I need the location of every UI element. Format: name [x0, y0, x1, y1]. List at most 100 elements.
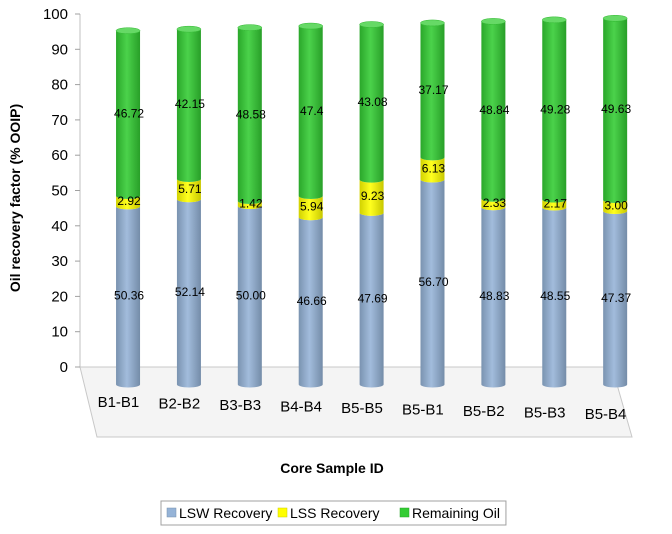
x-tick-label: B5-B3: [524, 405, 566, 422]
bar-body: [116, 206, 141, 388]
data-label-lss-recovery: 3.00: [604, 199, 628, 213]
legend-swatch: [277, 507, 288, 518]
bar-body: [116, 30, 141, 200]
bar-body: [176, 199, 201, 388]
bar-body: [420, 157, 445, 183]
y-tick-label: 60: [51, 147, 68, 164]
x-tick-label: B1-B1: [98, 394, 140, 411]
data-labels: 50.36 2.92 46.72 52.14 5.71 42.15 50.00 1.42 48.…: [114, 83, 631, 308]
bar-segment-remaining-oil: [359, 24, 384, 183]
legend-label: Remaining Oil: [412, 505, 500, 521]
data-label-remaining-oil: 47.4: [300, 104, 324, 118]
bar-body: [481, 207, 506, 388]
bar-segment-lsw-recovery: [420, 179, 445, 388]
bar-segment-lss-recovery: [298, 195, 323, 221]
bar-segment-remaining-oil: [603, 18, 628, 204]
legend-item-lss-recovery: LSS Recovery: [277, 505, 379, 521]
bar-segment-remaining-oil: [420, 22, 445, 161]
data-label-lsw-recovery: 47.37: [601, 291, 631, 305]
bar-segment-remaining-oil: [116, 30, 141, 200]
data-label-lss-recovery: 5.71: [178, 182, 202, 196]
bar-top-cap: [542, 16, 567, 24]
y-tick-label: 70: [51, 112, 68, 129]
bar-body: [603, 200, 628, 215]
bar-segment-remaining-oil: [542, 19, 567, 203]
bar-b4-b4: [298, 22, 323, 388]
bar-segment-remaining-oil: [176, 29, 201, 182]
bar-segment-lss-recovery: [481, 198, 506, 211]
bars: [115, 15, 628, 388]
bar-segment-lsw-recovery: [603, 211, 628, 388]
bar-body: [176, 29, 201, 182]
legend-swatch: [399, 507, 410, 518]
data-label-lsw-recovery: 56.70: [418, 275, 448, 289]
bar-b2-b2: [176, 25, 202, 388]
bar-segment-lss-recovery: [116, 196, 141, 210]
bar-segment-lsw-recovery: [359, 212, 384, 388]
x-axis-ticks: B1-B1 B2-B2 B3-B3 B4-B4 B5-B5 B5-B1 B5-B2 B5-B3…: [98, 394, 627, 423]
x-tick-label: B5-B2: [463, 403, 505, 420]
y-tick-label: 50: [51, 183, 68, 200]
bar-segment-lss-recovery: [237, 200, 262, 210]
x-tick-label: B3-B3: [219, 397, 261, 414]
bar-segment-lss-recovery: [420, 157, 445, 183]
bar-body: [359, 179, 384, 216]
bar-segment-lss-recovery: [542, 199, 567, 211]
bar-segment-lss-recovery: [176, 178, 201, 203]
data-label-remaining-oil: 42.15: [175, 97, 205, 111]
bar-b5-b5: [359, 21, 384, 388]
bar-segment-remaining-oil: [481, 21, 506, 202]
bar-segment-lsw-recovery: [481, 207, 506, 388]
data-label-lss-recovery: 1.42: [239, 197, 263, 211]
bar-top-cap: [602, 15, 628, 22]
data-label-lsw-recovery: 52.14: [175, 285, 205, 299]
bar-body: [481, 21, 506, 202]
data-label-lsw-recovery: 47.69: [358, 292, 388, 306]
bar-body: [237, 27, 262, 204]
bar-body: [420, 22, 445, 161]
y-tick-label: 40: [51, 218, 68, 235]
bar-top-cap: [115, 27, 141, 34]
bar-segment-lsw-recovery: [116, 206, 141, 388]
bar-body: [176, 178, 201, 203]
y-tick-label: 0: [60, 359, 68, 376]
data-label-lsw-recovery: 50.36: [114, 288, 144, 302]
bar-body: [298, 195, 323, 221]
y-tick-label: 20: [51, 288, 68, 305]
data-label-lsw-recovery: 48.83: [479, 289, 509, 303]
bar-segment-lsw-recovery: [176, 199, 201, 388]
data-label-lsw-recovery: 50.00: [236, 288, 266, 302]
y-tick-label: 10: [51, 324, 68, 341]
data-label-lsw-recovery: 46.66: [297, 294, 327, 308]
x-tick-label: B5-B5: [341, 400, 383, 417]
data-label-lss-recovery: 2.92: [117, 194, 141, 208]
bar-b5-b1: [420, 19, 445, 388]
bar-body: [298, 26, 323, 199]
legend-item-lsw-recovery: LSW Recovery: [166, 505, 272, 521]
data-label-lss-recovery: 6.13: [422, 161, 446, 175]
legend-border: [160, 500, 507, 526]
data-label-lss-recovery: 2.33: [483, 196, 507, 210]
bar-b5-b3: [542, 16, 567, 388]
data-label-remaining-oil: 43.08: [358, 95, 388, 109]
bar-segment-lsw-recovery: [542, 207, 567, 388]
data-label-lss-recovery: 2.17: [544, 196, 568, 210]
bar-b1-b1: [115, 27, 141, 388]
bar-segment-remaining-oil: [237, 27, 262, 204]
legend: LSW Recovery LSS Recovery Remaining Oil: [160, 500, 507, 526]
bar-body: [542, 19, 567, 203]
x-tick-label: B5-B1: [402, 402, 444, 419]
bar-segment-lss-recovery: [359, 179, 384, 216]
bar-b5-b2: [481, 18, 506, 388]
bar-segment-remaining-oil: [298, 26, 323, 199]
bar-top-cap: [420, 19, 445, 27]
x-tick-label: B2-B2: [158, 395, 200, 412]
y-tick-label: 100: [43, 6, 68, 23]
legend-item-remaining-oil: Remaining Oil: [399, 505, 500, 521]
bar-top-cap: [481, 18, 506, 25]
bar-top-cap: [298, 22, 323, 30]
x-tick-label: B4-B4: [280, 398, 322, 415]
data-label-lss-recovery: 9.23: [361, 189, 385, 203]
bar-top-cap: [176, 25, 202, 33]
